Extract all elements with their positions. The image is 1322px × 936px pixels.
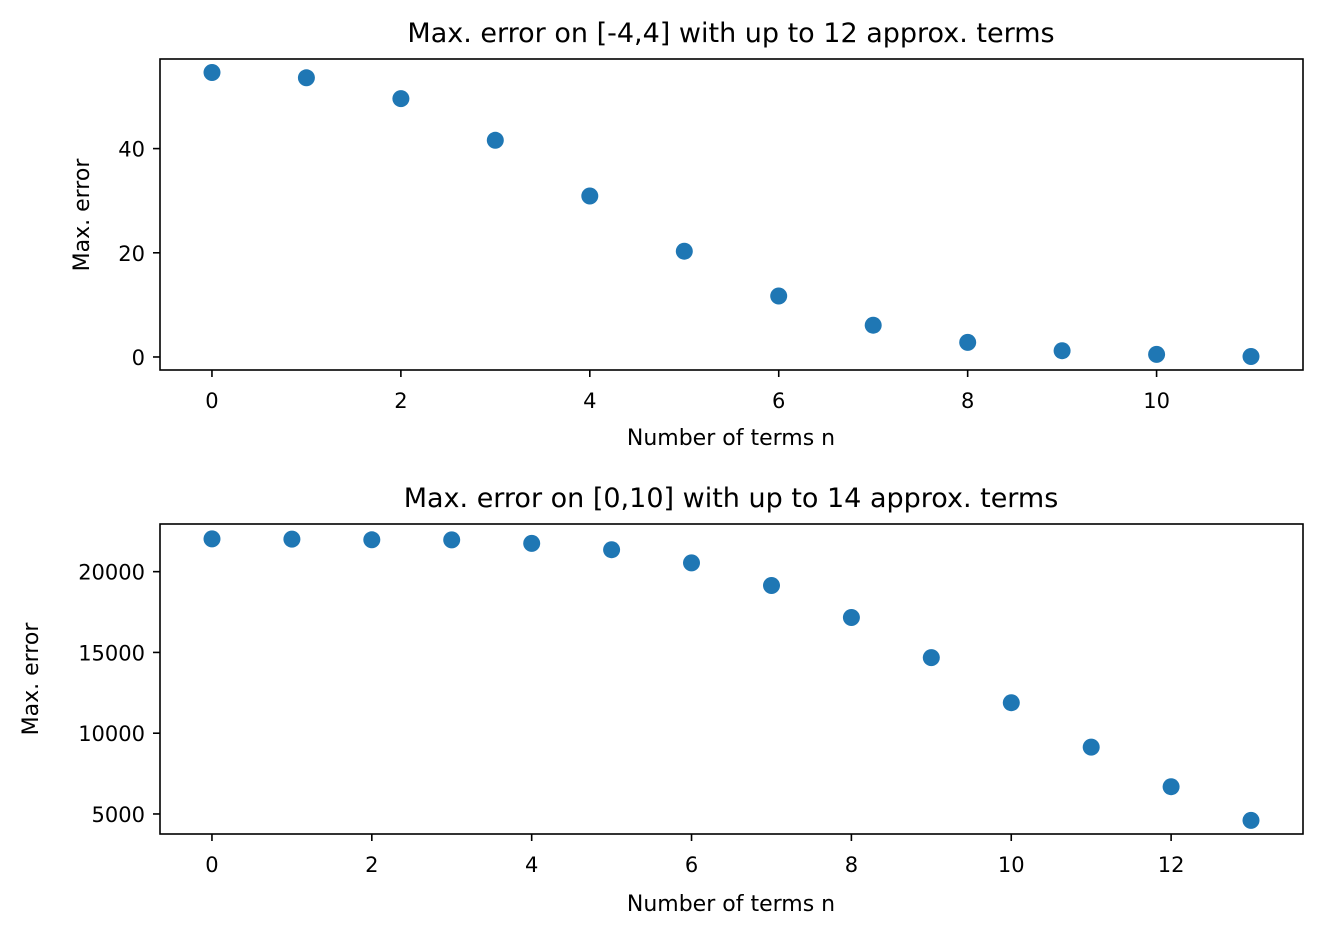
subplot-2-x-ticks: 0 2 4 6 8 10 12 (205, 834, 1184, 877)
data-point (770, 287, 788, 305)
y-tick-label: 40 (118, 138, 145, 162)
data-point (1002, 694, 1020, 712)
data-point (523, 534, 541, 552)
subplot-1-x-ticks: 0 2 4 6 8 10 (205, 370, 1170, 413)
x-tick-label: 10 (1143, 389, 1170, 413)
subplot-2: Max. error on [0,10] with up to 14 appro… (19, 483, 1304, 917)
data-point (1242, 811, 1260, 829)
x-tick-label: 2 (394, 389, 407, 413)
x-tick-label: 12 (1158, 853, 1185, 877)
data-point (763, 577, 780, 594)
y-tick-label: 5000 (92, 803, 145, 827)
subplot-2-x-axis-label: Number of terms n (627, 892, 835, 917)
y-tick-label: 0 (132, 346, 145, 370)
x-tick-label: 0 (205, 389, 218, 413)
data-point (1242, 348, 1260, 365)
data-point (842, 609, 860, 626)
data-point (203, 530, 221, 548)
x-tick-label: 6 (772, 389, 785, 413)
subplot-1-y-axis-label: Max. error (70, 158, 95, 272)
data-point (486, 131, 504, 149)
data-point (581, 187, 599, 205)
data-point (675, 242, 693, 260)
data-point (683, 554, 700, 572)
subplot-1-y-ticks: 0 20 40 (118, 138, 160, 370)
data-point (283, 530, 301, 548)
subplot-1: Max. error on [-4,4] with up to 12 appro… (70, 18, 1304, 451)
x-tick-label: 6 (685, 853, 698, 877)
subplot-2-axes-frame (159, 523, 1304, 835)
subplot-1-points (203, 64, 1260, 365)
subplot-1-title: Max. error on [-4,4] with up to 12 appro… (407, 18, 1054, 49)
data-point (203, 64, 221, 81)
data-point (1162, 778, 1180, 796)
x-tick-label: 0 (205, 853, 218, 877)
x-tick-label: 8 (845, 853, 858, 877)
y-tick-label: 10000 (78, 722, 145, 746)
data-point (1148, 345, 1166, 363)
subplot-2-y-axis-label: Max. error (19, 622, 44, 736)
x-tick-label: 2 (365, 853, 378, 877)
data-point (1082, 738, 1100, 756)
x-tick-label: 8 (961, 389, 974, 413)
data-point (1053, 342, 1071, 360)
data-point (959, 333, 977, 351)
subplot-1-axes-frame (159, 58, 1304, 371)
data-point (297, 69, 315, 87)
subplot-1-x-axis-label: Number of terms n (627, 426, 835, 451)
y-tick-label: 15000 (78, 641, 145, 665)
x-tick-label: 4 (583, 389, 596, 413)
data-point (392, 90, 410, 108)
y-tick-label: 20000 (78, 561, 145, 585)
subplot-2-points (203, 530, 1260, 829)
subplot-2-title: Max. error on [0,10] with up to 14 appro… (404, 483, 1059, 514)
data-point (363, 531, 381, 549)
data-point (443, 531, 461, 549)
data-point (603, 541, 621, 559)
y-tick-label: 20 (118, 242, 145, 266)
data-point (922, 649, 940, 667)
x-tick-label: 4 (525, 853, 538, 877)
subplot-2-y-ticks: 5000 10000 15000 20000 (78, 561, 160, 827)
data-point (864, 316, 882, 334)
x-tick-label: 10 (998, 853, 1025, 877)
